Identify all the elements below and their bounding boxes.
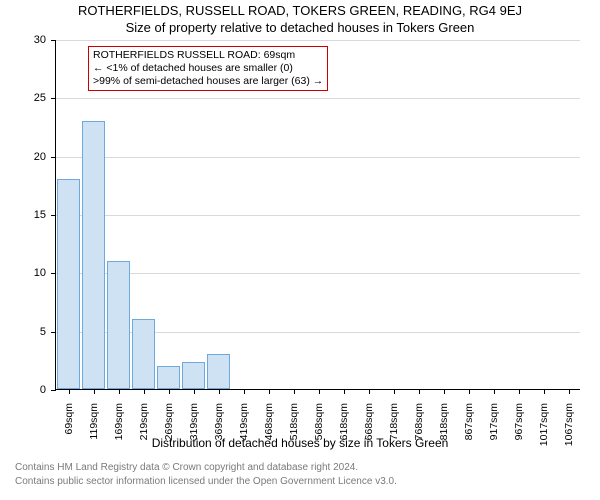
xtick-mark — [344, 389, 345, 394]
xtick-mark — [294, 389, 295, 394]
xtick-mark — [419, 389, 420, 394]
xtick-label: 169sqm — [113, 395, 125, 440]
xtick-mark — [394, 389, 395, 394]
gridline — [56, 157, 580, 158]
xtick-label: 867sqm — [463, 395, 475, 440]
bar — [107, 261, 131, 389]
annotation-line: ← <1% of detached houses are smaller (0) — [93, 62, 323, 75]
xtick-label: 718sqm — [388, 395, 400, 440]
xtick-label: 219sqm — [138, 395, 150, 440]
xtick-label: 319sqm — [188, 395, 200, 440]
xtick-mark — [119, 389, 120, 394]
xtick-mark — [444, 389, 445, 394]
ytick-label: 0 — [40, 384, 56, 396]
xtick-label: 618sqm — [338, 395, 350, 440]
xtick-label: 69sqm — [63, 395, 75, 435]
bar — [207, 354, 231, 389]
gridline — [56, 98, 580, 99]
chart-title: Size of property relative to detached ho… — [0, 20, 600, 35]
xtick-mark — [494, 389, 495, 394]
xtick-mark — [544, 389, 545, 394]
chart-supertitle: ROTHERFIELDS, RUSSELL ROAD, TOKERS GREEN… — [0, 3, 600, 18]
xtick-mark — [219, 389, 220, 394]
xtick-mark — [269, 389, 270, 394]
xtick-label: 568sqm — [313, 395, 325, 440]
xtick-mark — [469, 389, 470, 394]
xtick-label: 468sqm — [263, 395, 275, 440]
ytick-label: 10 — [34, 267, 56, 279]
footer-line-1: Contains HM Land Registry data © Crown c… — [15, 462, 358, 473]
ytick-label: 5 — [40, 326, 56, 338]
x-axis-label: Distribution of detached houses by size … — [0, 436, 600, 450]
ytick-label: 30 — [34, 34, 56, 46]
xtick-label: 917sqm — [488, 395, 500, 440]
xtick-mark — [569, 389, 570, 394]
xtick-label: 818sqm — [438, 395, 450, 440]
ytick-label: 15 — [34, 209, 56, 221]
xtick-mark — [319, 389, 320, 394]
xtick-label: 369sqm — [213, 395, 225, 440]
ytick-label: 20 — [34, 151, 56, 163]
xtick-label: 768sqm — [413, 395, 425, 440]
bar — [182, 362, 206, 389]
gridline — [56, 40, 580, 41]
xtick-label: 668sqm — [363, 395, 375, 440]
xtick-mark — [69, 389, 70, 394]
plot-area: 05101520253069sqm119sqm169sqm219sqm269sq… — [55, 40, 580, 390]
xtick-mark — [144, 389, 145, 394]
xtick-mark — [194, 389, 195, 394]
xtick-label: 419sqm — [238, 395, 250, 440]
xtick-mark — [369, 389, 370, 394]
xtick-label: 518sqm — [288, 395, 300, 440]
bar — [57, 179, 81, 389]
xtick-label: 967sqm — [513, 395, 525, 440]
annotation-box: ROTHERFIELDS RUSSELL ROAD: 69sqm ← <1% o… — [88, 46, 328, 91]
footer-line-2: Contains public sector information licen… — [15, 476, 397, 487]
xtick-label: 119sqm — [88, 395, 100, 440]
xtick-mark — [169, 389, 170, 394]
ytick-label: 25 — [34, 92, 56, 104]
bar — [132, 319, 156, 389]
chart-container: ROTHERFIELDS, RUSSELL ROAD, TOKERS GREEN… — [0, 0, 600, 500]
xtick-mark — [519, 389, 520, 394]
annotation-line: >99% of semi-detached houses are larger … — [93, 75, 323, 88]
gridline — [56, 273, 580, 274]
xtick-mark — [244, 389, 245, 394]
annotation-line: ROTHERFIELDS RUSSELL ROAD: 69sqm — [93, 49, 323, 62]
bar — [82, 121, 106, 389]
xtick-mark — [94, 389, 95, 394]
gridline — [56, 215, 580, 216]
xtick-label: 269sqm — [163, 395, 175, 440]
bar — [157, 366, 181, 389]
